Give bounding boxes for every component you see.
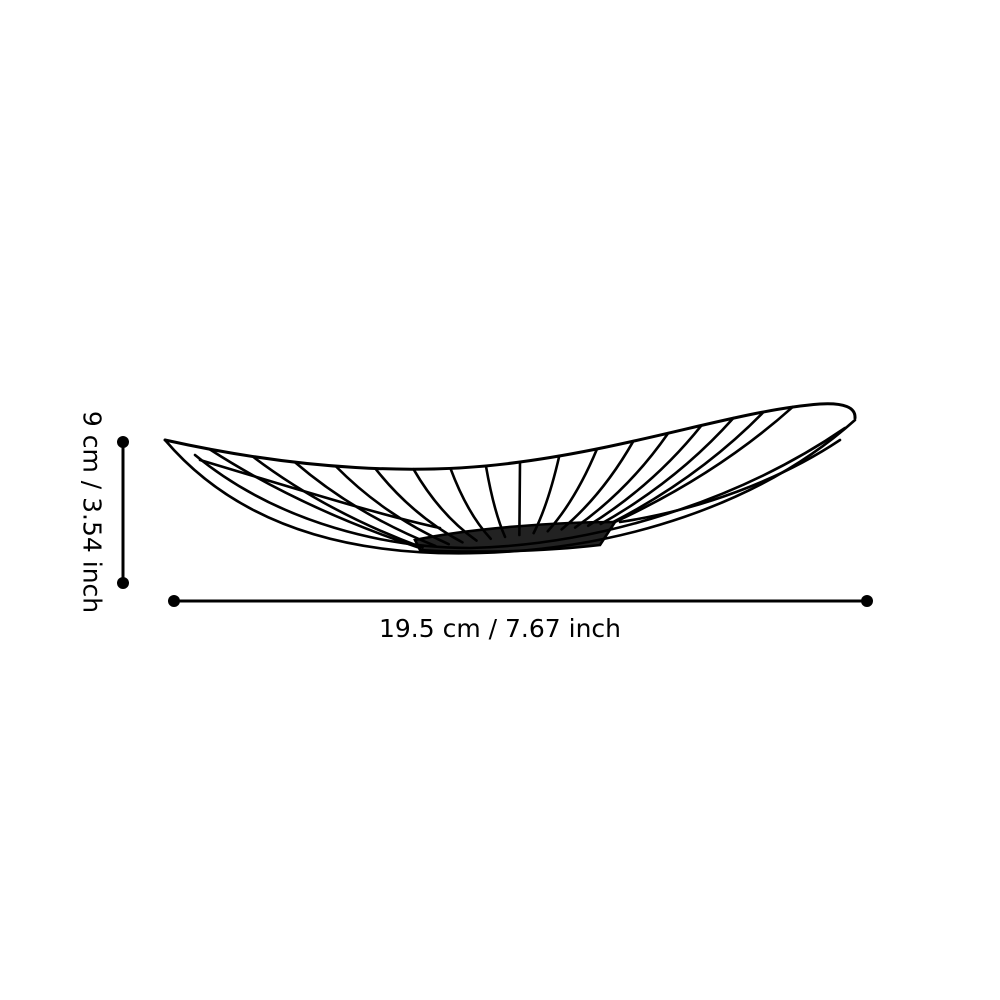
basket-rib-wire <box>573 431 670 529</box>
basket-rib-wire <box>373 467 464 544</box>
basket-rib-wire <box>412 467 478 542</box>
basket-rim <box>163 402 857 471</box>
width-dimension-dot-right <box>861 595 873 607</box>
height-dimension-dot-top <box>117 436 129 448</box>
basket-rib-wire <box>251 455 424 549</box>
width-label: 19.5 cm / 7.67 inch <box>378 614 622 643</box>
basket-inner-curve <box>193 426 847 550</box>
basket-rib-wire <box>611 410 766 524</box>
height-dimension <box>117 436 129 589</box>
basket-base-plate <box>413 520 618 553</box>
basket-rib-wire <box>334 464 451 546</box>
width-dimension <box>168 595 873 607</box>
width-dimension-dot-left <box>168 595 180 607</box>
basket-rib-wire <box>208 447 422 550</box>
height-label: 9 cm / 3.54 inch <box>77 410 107 614</box>
basket-rib-wire <box>613 405 794 524</box>
height-dimension-dot-bottom <box>117 577 129 589</box>
basket-cross-wire <box>198 458 442 530</box>
basket-rib-wire <box>518 460 522 537</box>
basket-cross-wire <box>618 438 842 524</box>
basket-rib-wire <box>532 454 561 535</box>
basket-rib-wire <box>484 464 507 539</box>
basket-rib-wire <box>546 447 599 533</box>
basket-rib-wire <box>586 424 703 528</box>
wire-basket-illustration <box>163 402 857 555</box>
basket-rib-wire <box>449 467 493 541</box>
basket-outer-bottom <box>163 418 857 555</box>
basket-rib-wire <box>560 439 635 531</box>
basket-rib-wire <box>293 460 437 548</box>
basket-rib-wire <box>599 416 735 526</box>
